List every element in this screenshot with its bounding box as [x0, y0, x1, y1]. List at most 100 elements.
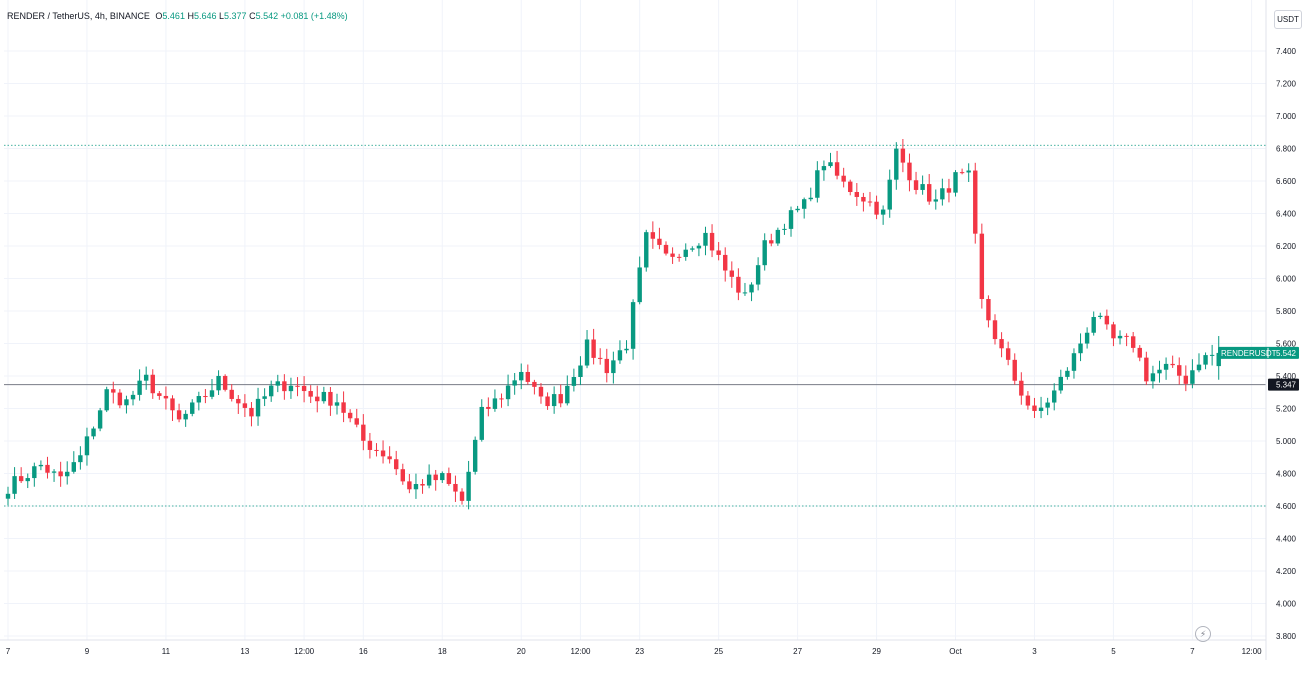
candle-body [1065, 370, 1070, 377]
candle-body [1216, 352, 1221, 367]
candle [512, 372, 517, 395]
candle [525, 364, 531, 385]
horizontal-lines [4, 144, 1266, 507]
candle [1045, 397, 1050, 416]
candle-body [1104, 315, 1110, 325]
candle [953, 170, 958, 197]
candle [913, 171, 919, 195]
candle [1144, 351, 1149, 385]
change-value: +0.081 (+1.48%) [280, 11, 348, 21]
candle [1170, 355, 1175, 368]
candle-body [644, 232, 649, 268]
currency-button[interactable]: USDT [1274, 10, 1302, 29]
candle-body [51, 471, 57, 473]
candle [861, 192, 866, 212]
candle [301, 376, 307, 403]
candle [532, 379, 537, 395]
x-tick-label: 20 [517, 647, 526, 656]
candle-body [946, 188, 952, 193]
candle [124, 395, 129, 414]
candle [426, 464, 432, 489]
candle [927, 174, 932, 205]
candle [999, 332, 1004, 358]
candle [821, 160, 827, 181]
candle-body [269, 385, 274, 397]
candle-body [801, 199, 807, 209]
candle-body [624, 348, 629, 351]
symbol-legend[interactable]: RENDER / TetherUS, 4h, BINANCE O5.461 H5… [7, 11, 348, 21]
candle-body [887, 179, 892, 210]
candle-body [38, 464, 44, 467]
candle-body [45, 464, 50, 473]
candle-body [347, 412, 353, 419]
lightning-icon[interactable]: ⚡ [1195, 626, 1211, 642]
candle [334, 393, 340, 415]
candle [545, 392, 550, 410]
candle-body [1170, 363, 1175, 366]
candle [992, 314, 998, 345]
candle-body [196, 396, 202, 403]
candle-body [492, 398, 498, 409]
candle [841, 167, 846, 188]
candle-body [308, 391, 313, 397]
candle [973, 162, 978, 244]
candle [940, 178, 945, 206]
candle [183, 410, 188, 427]
candle [630, 299, 636, 360]
symbol-title[interactable]: RENDER / TetherUS, 4h, BINANCE [7, 11, 150, 21]
candle-body [880, 209, 886, 215]
x-tick-label: 29 [872, 647, 881, 656]
low-value: 5.377 [224, 11, 247, 21]
y-tick-label: 4.000 [1276, 600, 1297, 609]
candle [71, 451, 76, 474]
high-label: H [187, 11, 194, 21]
candle [1163, 357, 1169, 380]
candle [466, 460, 471, 510]
candle [269, 380, 274, 402]
candle-body [611, 360, 616, 374]
candle-body [71, 462, 76, 472]
candle-body [841, 175, 846, 182]
candle [801, 197, 807, 219]
candle [795, 205, 800, 213]
candle-body [683, 249, 688, 257]
candle [716, 242, 721, 261]
candle [1012, 353, 1017, 385]
time-axis: 7 9 11 13 12:00 16 18 20 12:00 23 25 27 29 Oct 3 5 7 12:0… [6, 647, 1262, 656]
candle [834, 150, 840, 180]
candle [1104, 309, 1110, 330]
candle-body [551, 394, 557, 407]
candle [505, 374, 511, 407]
candle-body [749, 284, 754, 293]
candle [644, 229, 649, 272]
candle-body [242, 403, 248, 408]
y-tick-label: 4.200 [1276, 567, 1297, 576]
candle-body [703, 232, 708, 246]
candle [492, 389, 498, 412]
candle [242, 394, 248, 417]
candle-body [84, 436, 90, 456]
candle-body [1005, 348, 1011, 360]
candle [874, 195, 879, 220]
candle-body [1130, 336, 1136, 348]
candle [295, 377, 300, 397]
candle [420, 479, 425, 494]
candle [1137, 345, 1142, 362]
candle [1196, 353, 1202, 373]
candle-body [203, 396, 208, 398]
candle-body [446, 473, 452, 484]
candle [1025, 391, 1031, 410]
candle [229, 384, 234, 402]
candle-body [183, 413, 188, 420]
candle [361, 414, 366, 451]
candle [1177, 357, 1182, 385]
candle-body [1098, 315, 1103, 318]
candle [1038, 396, 1044, 419]
candle-body [1078, 343, 1083, 354]
candle-body [1203, 355, 1208, 365]
candle-body [650, 232, 656, 239]
candle-body [222, 375, 228, 390]
candle-body [1196, 364, 1202, 371]
